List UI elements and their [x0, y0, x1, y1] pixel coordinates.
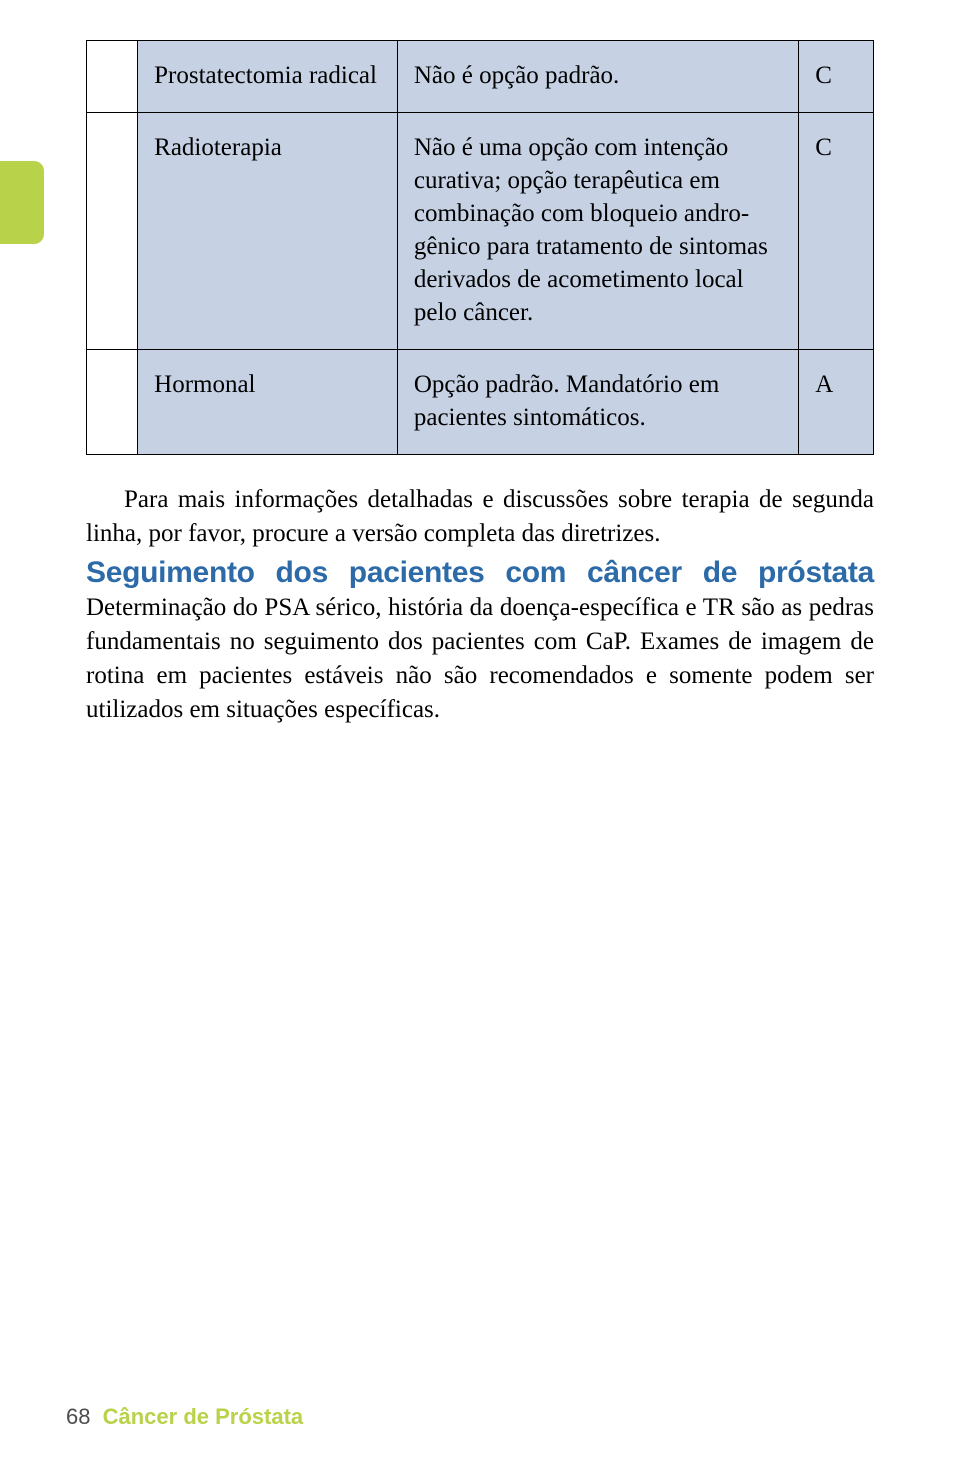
treatment-table: Prostatectomia radical Não é opção padrã… [86, 40, 874, 455]
table-cell-empty [87, 41, 138, 113]
heading-followup: Seguimento dos pacientes com câncer de p… [86, 556, 874, 589]
side-tab [0, 161, 44, 244]
page-number: 68 [66, 1404, 90, 1429]
table-cell-grade: C [799, 41, 874, 113]
table-cell-treatment: Hormonal [138, 350, 398, 455]
table-cell-description: Não é uma opção com intenção cura­tiva; … [397, 113, 798, 350]
table-row: Radioterapia Não é uma opção com intençã… [87, 113, 874, 350]
footer-title: Câncer de Próstata [103, 1404, 304, 1429]
page-content: Prostatectomia radical Não é opção padrã… [0, 0, 960, 766]
table-cell-treatment: Prostatectomia radical [138, 41, 398, 113]
table-cell-grade: C [799, 113, 874, 350]
paragraph-followup: Determinação do PSA sérico, história da … [86, 594, 874, 722]
page-footer: 68 Câncer de Próstata [66, 1404, 303, 1430]
table-row: Prostatectomia radical Não é opção padrã… [87, 41, 874, 113]
table-cell-description: Opção padrão. Mandatório em pacientes si… [397, 350, 798, 455]
table-cell-empty [87, 350, 138, 455]
table-row: Hormonal Opção padrão. Mandatório em pac… [87, 350, 874, 455]
paragraph-info: Para mais informações detalhadas e discu… [86, 483, 874, 551]
table-cell-treatment: Radioterapia [138, 113, 398, 350]
section-followup: Seguimento dos pacientes com câncer de p… [86, 555, 874, 727]
table-cell-grade: A [799, 350, 874, 455]
table-cell-empty [87, 113, 138, 350]
table-cell-description: Não é opção padrão. [397, 41, 798, 113]
